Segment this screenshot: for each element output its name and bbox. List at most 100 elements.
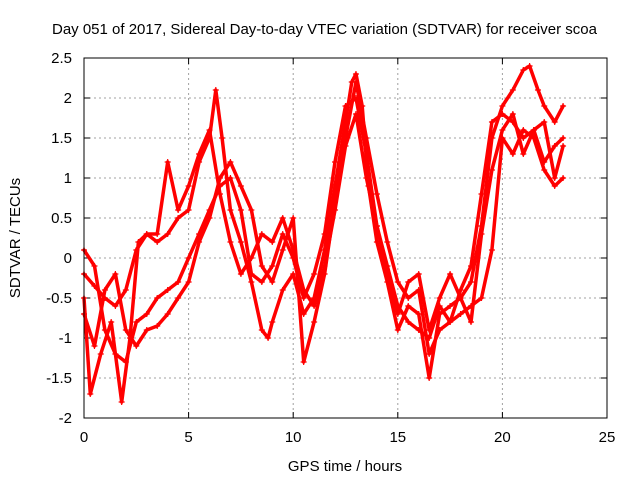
data-point bbox=[415, 271, 422, 277]
data-point bbox=[219, 135, 226, 141]
data-point bbox=[227, 207, 234, 213]
data-point bbox=[227, 239, 234, 245]
data-point bbox=[509, 111, 516, 117]
data-point bbox=[127, 335, 134, 341]
data-point bbox=[499, 111, 506, 117]
data-point bbox=[154, 231, 161, 237]
data-point bbox=[384, 271, 391, 277]
data-point bbox=[311, 271, 318, 277]
y-tick-label: 0.5 bbox=[51, 210, 72, 227]
data-point bbox=[196, 239, 203, 245]
data-point bbox=[237, 271, 244, 277]
data-point bbox=[206, 127, 213, 133]
data-point bbox=[560, 103, 567, 109]
chart-title: Day 051 of 2017, Sidereal Day-to-day VTE… bbox=[52, 21, 598, 38]
data-point bbox=[269, 239, 276, 245]
data-point bbox=[300, 295, 307, 301]
data-point bbox=[541, 103, 548, 109]
data-point bbox=[332, 159, 339, 165]
data-point bbox=[97, 351, 104, 357]
data-point bbox=[526, 63, 533, 69]
x-tick-label: 25 bbox=[599, 429, 616, 446]
data-point bbox=[363, 135, 370, 141]
data-point bbox=[447, 319, 454, 325]
data-point bbox=[405, 295, 412, 301]
data-point bbox=[185, 207, 192, 213]
data-point bbox=[248, 255, 255, 261]
data-point bbox=[185, 279, 192, 285]
data-point bbox=[91, 263, 98, 269]
data-point bbox=[520, 67, 527, 73]
data-point bbox=[87, 391, 94, 397]
data-point bbox=[321, 263, 328, 269]
y-tick-labels: -2 -1.5 -1 -0.5 0 0.5 1 1.5 2 2.5 bbox=[46, 50, 72, 427]
data-point bbox=[154, 239, 161, 245]
data-point bbox=[154, 323, 161, 329]
data-point bbox=[279, 215, 286, 221]
data-point bbox=[279, 287, 286, 293]
data-point bbox=[164, 231, 171, 237]
data-point bbox=[352, 79, 359, 85]
data-point bbox=[269, 263, 276, 269]
data-point bbox=[311, 319, 318, 325]
data-point bbox=[258, 279, 265, 285]
data-point bbox=[212, 87, 219, 93]
data-point bbox=[405, 279, 412, 285]
data-point bbox=[175, 295, 182, 301]
data-point bbox=[258, 327, 265, 333]
data-point bbox=[560, 175, 567, 181]
y-axis-label: SDTVAR / TECUs bbox=[7, 178, 24, 298]
data-point bbox=[468, 263, 475, 269]
data-point bbox=[551, 175, 558, 181]
data-point bbox=[415, 311, 422, 317]
x-tick-label: 5 bbox=[184, 429, 192, 446]
data-point bbox=[300, 359, 307, 365]
data-point bbox=[265, 335, 272, 341]
y-tick-label: -1 bbox=[59, 330, 72, 347]
data-point bbox=[352, 111, 359, 117]
data-point bbox=[258, 231, 265, 237]
data-point bbox=[436, 295, 443, 301]
data-point bbox=[101, 287, 108, 293]
data-point bbox=[520, 127, 527, 133]
data-point bbox=[122, 287, 129, 293]
data-point bbox=[185, 255, 192, 261]
x-axis-label: GPS time / hours bbox=[288, 458, 402, 475]
data-point bbox=[478, 295, 485, 301]
series-track-c bbox=[81, 79, 567, 365]
data-point bbox=[415, 327, 422, 333]
data-point bbox=[530, 127, 537, 133]
data-point bbox=[468, 319, 475, 325]
data-point bbox=[143, 311, 150, 317]
data-point bbox=[509, 87, 516, 93]
data-point bbox=[551, 143, 558, 149]
data-point bbox=[133, 343, 140, 349]
data-point bbox=[143, 231, 150, 237]
data-point bbox=[143, 327, 150, 333]
data-point bbox=[279, 231, 286, 237]
data-point bbox=[290, 271, 297, 277]
data-point bbox=[488, 247, 495, 253]
data-point bbox=[91, 343, 98, 349]
data-point bbox=[206, 215, 213, 221]
data-point bbox=[154, 295, 161, 301]
data-point bbox=[248, 207, 255, 213]
data-point bbox=[269, 279, 276, 285]
data-point bbox=[488, 119, 495, 125]
data-point bbox=[426, 375, 433, 381]
data-point bbox=[237, 239, 244, 245]
data-point bbox=[373, 223, 380, 229]
data-point bbox=[122, 327, 129, 333]
x-tick-label: 15 bbox=[389, 429, 406, 446]
data-point bbox=[468, 279, 475, 285]
data-point bbox=[258, 263, 265, 269]
data-point bbox=[112, 303, 119, 309]
data-point bbox=[541, 119, 548, 125]
y-tick-label: -1.5 bbox=[46, 370, 72, 387]
data-point bbox=[551, 183, 558, 189]
data-point bbox=[118, 399, 125, 405]
y-tick-label: 2.5 bbox=[51, 50, 72, 67]
data-point bbox=[164, 311, 171, 317]
plot-frame bbox=[83, 57, 608, 419]
